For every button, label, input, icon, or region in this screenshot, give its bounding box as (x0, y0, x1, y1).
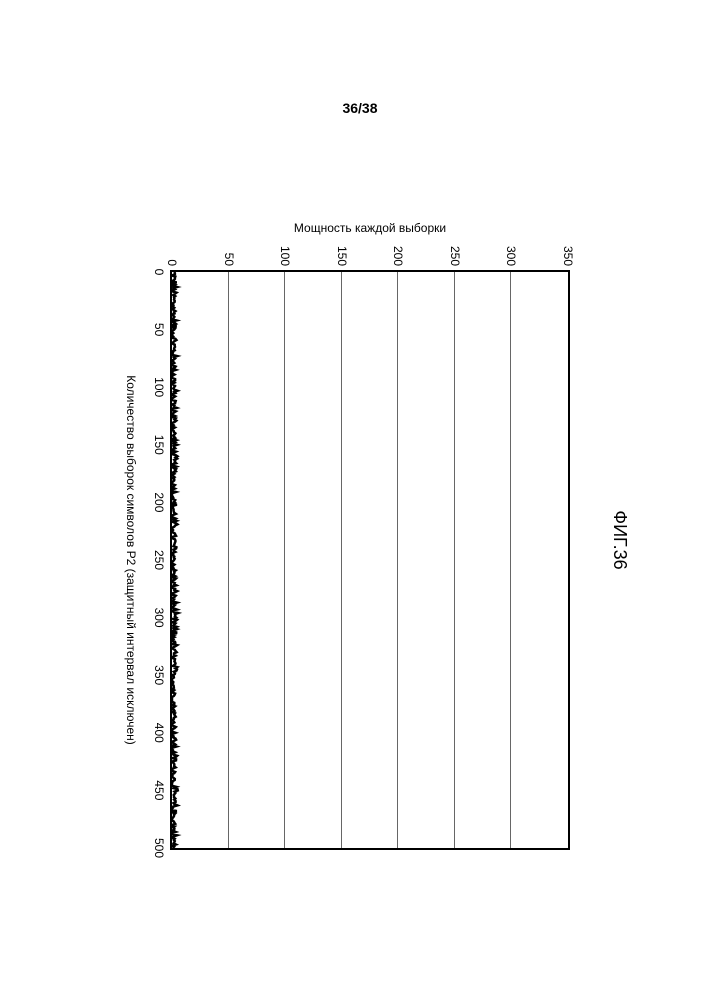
x-tick-label: 300 (152, 608, 166, 628)
y-tick-label: 50 (222, 253, 236, 266)
x-tick-label: 50 (152, 323, 166, 336)
chart-svg (172, 272, 568, 848)
plot-area: 0501001502002503003500501001502002503003… (170, 270, 570, 850)
y-tick-label: 300 (504, 246, 518, 266)
page: 36/38 ФИГ.36 Мощность каждой выборки 050… (0, 0, 720, 999)
x-tick-label: 100 (152, 377, 166, 397)
y-axis-label-container: Мощность каждой выборки (170, 218, 570, 238)
y-tick-label: 350 (561, 246, 575, 266)
x-tick-label: 350 (152, 665, 166, 685)
y-tick-label: 200 (391, 246, 405, 266)
x-tick-label: 200 (152, 492, 166, 512)
page-number: 36/38 (0, 100, 720, 116)
series-line (172, 272, 178, 848)
y-tick-label: 100 (278, 246, 292, 266)
y-tick-label: 250 (448, 246, 462, 266)
figure: ФИГ.36 Мощность каждой выборки 050100150… (90, 180, 630, 900)
y-tick-label: 150 (335, 246, 349, 266)
x-axis-label: Количество выборок символов P2 (защитный… (124, 270, 138, 850)
x-tick-label: 250 (152, 550, 166, 570)
x-tick-label: 400 (152, 723, 166, 743)
x-tick-label: 150 (152, 435, 166, 455)
x-tick-label: 0 (152, 269, 166, 276)
y-tick-label: 0 (165, 259, 179, 266)
y-axis-label: Мощность каждой выборки (294, 221, 446, 235)
figure-title: ФИГ.36 (609, 180, 630, 900)
x-tick-label: 500 (152, 838, 166, 858)
x-tick-label: 450 (152, 780, 166, 800)
figure-container: ФИГ.36 Мощность каждой выборки 050100150… (90, 180, 630, 900)
